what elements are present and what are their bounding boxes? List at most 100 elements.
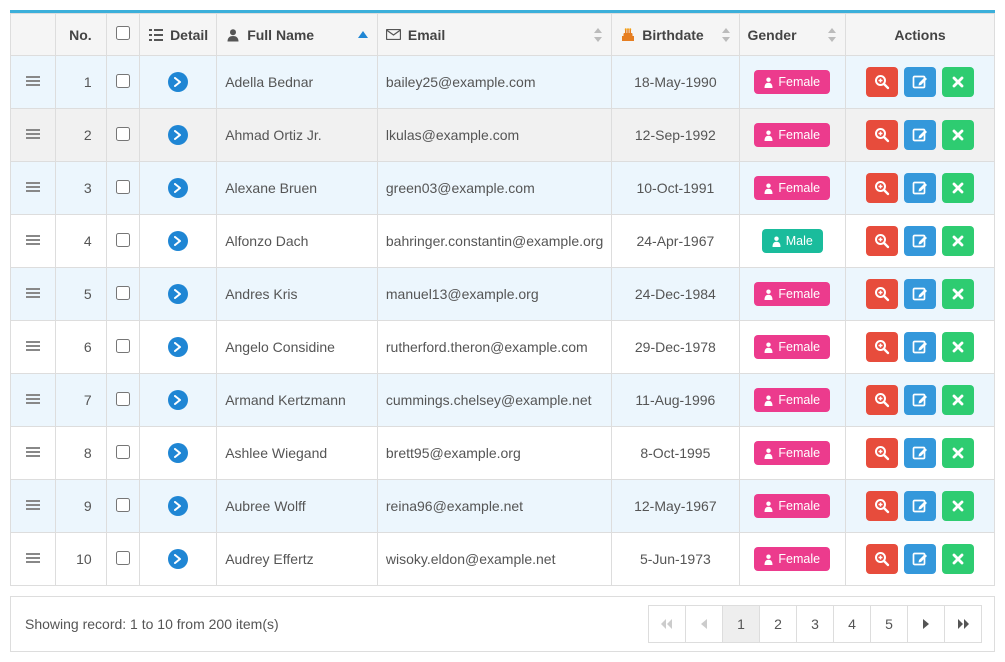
page-last-button[interactable] [944,605,982,643]
header-no[interactable]: No. [55,14,106,56]
page-number-button[interactable]: 1 [722,605,760,643]
table-row[interactable]: 3Alexane Bruengreen03@example.com10-Oct-… [11,162,995,215]
table-row[interactable]: 6Angelo Considinerutherford.theron@examp… [11,321,995,374]
row-checkbox[interactable] [116,74,130,88]
delete-button[interactable] [942,491,974,521]
page-number-button[interactable]: 4 [833,605,871,643]
drag-handle[interactable] [25,499,41,515]
drag-handle[interactable] [25,340,41,356]
page-prev-button[interactable] [685,605,723,643]
drag-handle-icon [25,74,41,88]
drag-handle[interactable] [25,128,41,144]
row-checkbox[interactable] [116,498,130,512]
page-next-button[interactable] [907,605,945,643]
edit-button[interactable] [904,491,936,521]
edit-button[interactable] [904,226,936,256]
delete-button[interactable] [942,279,974,309]
delete-button[interactable] [942,226,974,256]
edit-button[interactable] [904,438,936,468]
expand-detail-button[interactable] [168,496,188,516]
row-checkbox[interactable] [116,551,130,565]
header-check-all[interactable] [106,14,139,56]
expand-detail-button[interactable] [168,284,188,304]
sort-icon [827,28,837,42]
row-checkbox[interactable] [116,445,130,459]
table-row[interactable]: 10Audrey Effertzwisoky.eldon@example.net… [11,533,995,586]
view-button[interactable] [866,67,898,97]
delete-button[interactable] [942,385,974,415]
drag-handle[interactable] [25,234,41,250]
header-fullname[interactable]: Full Name [217,14,378,56]
edit-button[interactable] [904,67,936,97]
drag-handle[interactable] [25,75,41,91]
page-first-button[interactable] [648,605,686,643]
table-row[interactable]: 9Aubree Wolffreina96@example.net12-May-1… [11,480,995,533]
expand-detail-button[interactable] [168,443,188,463]
delete-button[interactable] [942,544,974,574]
expand-detail-button[interactable] [168,231,188,251]
edit-button[interactable] [904,173,936,203]
edit-button[interactable] [904,385,936,415]
row-checkbox[interactable] [116,127,130,141]
view-button[interactable] [866,491,898,521]
expand-detail-button[interactable] [168,549,188,569]
edit-button[interactable] [904,332,936,362]
select-all-checkbox[interactable] [116,26,130,40]
table-row[interactable]: 4Alfonzo Dachbahringer.constantin@exampl… [11,215,995,268]
row-checkbox[interactable] [116,180,130,194]
drag-handle-icon [25,286,41,300]
table-row[interactable]: 8Ashlee Wiegandbrett95@example.org8-Oct-… [11,427,995,480]
delete-button[interactable] [942,67,974,97]
view-button[interactable] [866,173,898,203]
edit-button[interactable] [904,544,936,574]
cell-birthdate: 24-Apr-1967 [636,233,714,249]
header-birthdate[interactable]: Birthdate [612,14,739,56]
view-button[interactable] [866,332,898,362]
expand-detail-button[interactable] [168,178,188,198]
header-email[interactable]: Email [377,14,611,56]
expand-detail-button[interactable] [168,390,188,410]
row-checkbox[interactable] [116,286,130,300]
drag-handle[interactable] [25,393,41,409]
list-icon [148,27,164,43]
view-button[interactable] [866,120,898,150]
gender-badge: Female [754,547,830,571]
drag-handle-icon [25,392,41,406]
view-button[interactable] [866,438,898,468]
header-email-label: Email [408,27,445,43]
cell-birthdate: 8-Oct-1995 [640,445,710,461]
page-number-button[interactable]: 3 [796,605,834,643]
expand-detail-button[interactable] [168,337,188,357]
edit-button[interactable] [904,120,936,150]
expand-detail-button[interactable] [168,72,188,92]
header-gender[interactable]: Gender [739,14,846,56]
drag-handle[interactable] [25,446,41,462]
page-number-button[interactable]: 5 [870,605,908,643]
drag-handle[interactable] [25,552,41,568]
row-checkbox[interactable] [116,392,130,406]
delete-button[interactable] [942,120,974,150]
drag-handle[interactable] [25,287,41,303]
gender-badge: Female [754,70,830,94]
table-row[interactable]: 5Andres Krismanuel13@example.org24-Dec-1… [11,268,995,321]
view-button[interactable] [866,226,898,256]
view-button[interactable] [866,279,898,309]
expand-detail-button[interactable] [168,125,188,145]
table-row[interactable]: 7Armand Kertzmanncummings.chelsey@exampl… [11,374,995,427]
delete-button[interactable] [942,332,974,362]
edit-button[interactable] [904,279,936,309]
person-icon [772,236,781,247]
table-row[interactable]: 2Ahmad Ortiz Jr.lkulas@example.com12-Sep… [11,109,995,162]
footer-summary: Showing record: 1 to 10 from 200 item(s) [25,616,279,632]
cell-birthdate: 12-May-1967 [634,498,717,514]
row-checkbox[interactable] [116,233,130,247]
drag-handle[interactable] [25,181,41,197]
page-number-button[interactable]: 2 [759,605,797,643]
row-checkbox[interactable] [116,339,130,353]
table-row[interactable]: 1Adella Bednarbailey25@example.com18-May… [11,56,995,109]
delete-button[interactable] [942,173,974,203]
delete-button[interactable] [942,438,974,468]
person-icon [764,501,773,512]
view-button[interactable] [866,385,898,415]
view-button[interactable] [866,544,898,574]
